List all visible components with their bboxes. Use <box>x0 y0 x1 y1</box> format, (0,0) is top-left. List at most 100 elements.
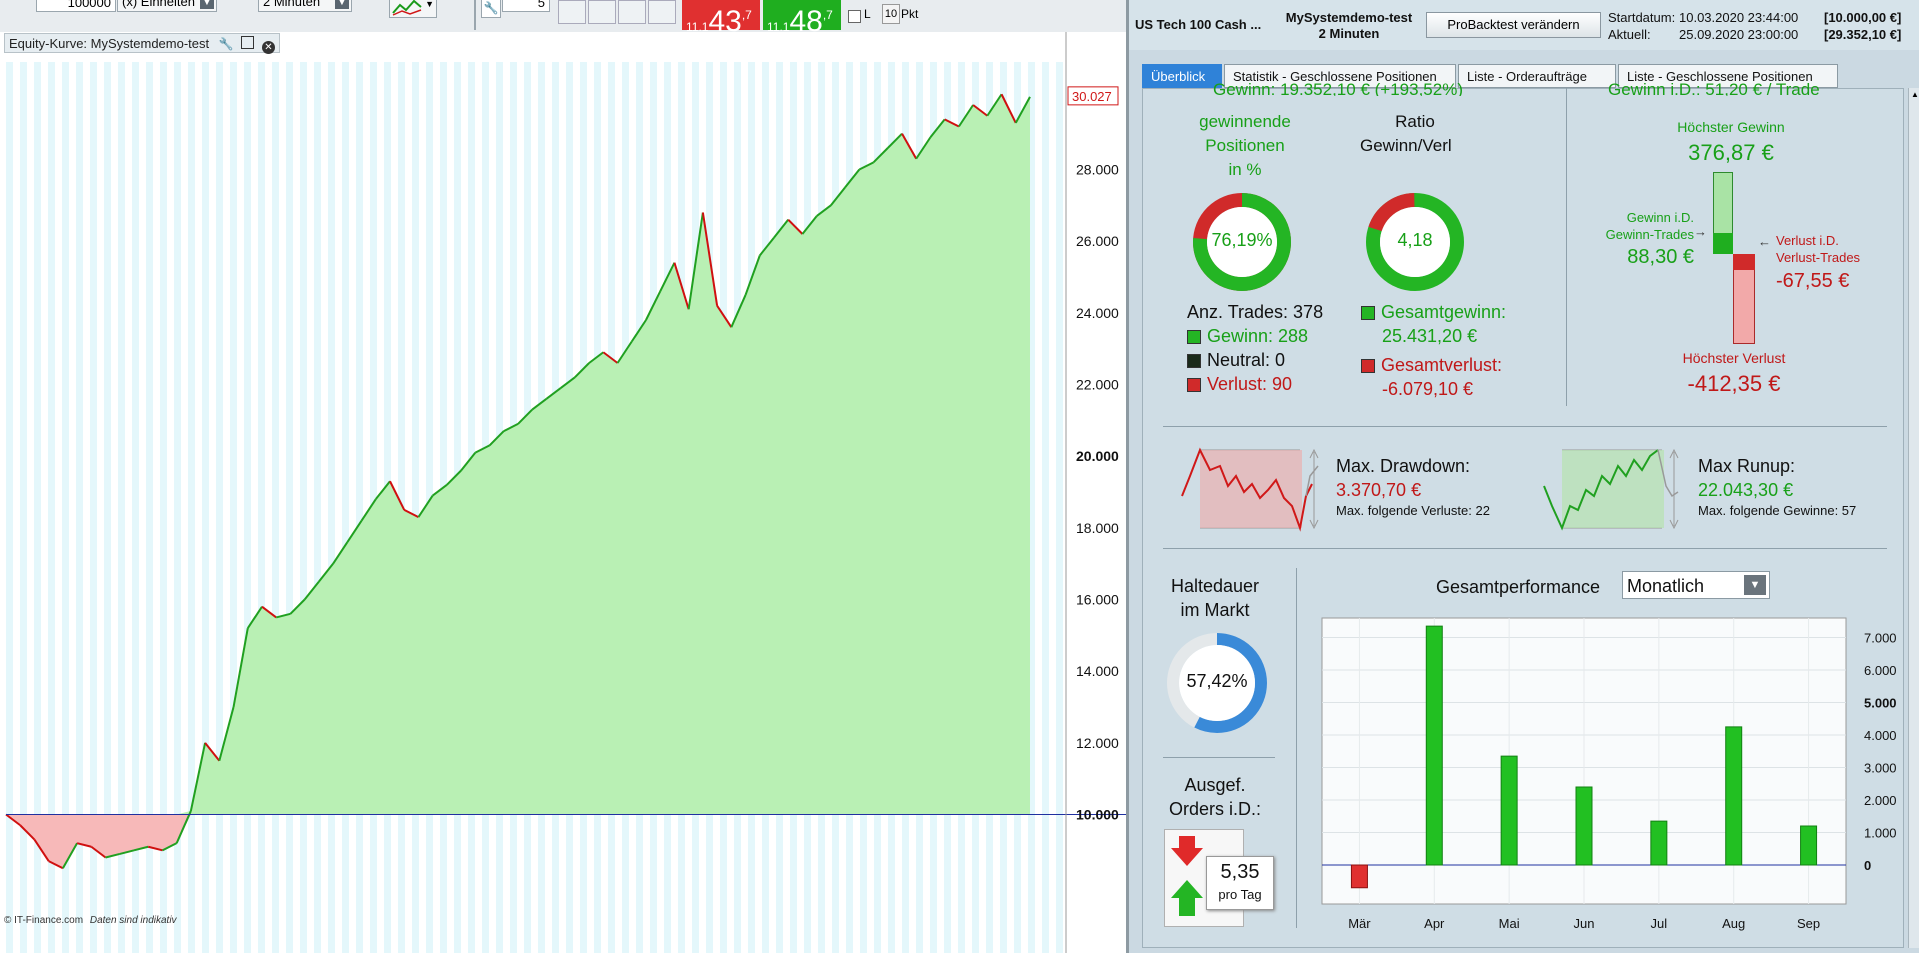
equity-segment <box>360 498 377 522</box>
orders-document-icon <box>1164 829 1244 927</box>
backtest-header: US Tech 100 Cash ... MySystemdemo-test 2… <box>1129 0 1919 50</box>
bid-price-button[interactable]: 11.143,7 <box>682 0 760 37</box>
perf-bar[interactable] <box>1800 825 1818 866</box>
timeframe-label: 2 Minuten <box>263 0 321 9</box>
detach-icon[interactable] <box>241 36 255 49</box>
pkt-input[interactable]: 10 <box>882 4 900 24</box>
chart-stripe <box>188 62 195 953</box>
perf-bar[interactable] <box>1500 755 1518 866</box>
trades-count: Anz. Trades: 378 <box>1187 302 1324 322</box>
chart-stripe <box>48 62 55 953</box>
top-toolbar: 100000 (x) Einheiten ▼ 2 Minuten ▼ ▼ 🔧 5… <box>0 0 1128 37</box>
bid-big: 43 <box>708 5 742 38</box>
green-square-icon <box>1361 306 1375 320</box>
chart-stripe <box>104 62 111 953</box>
hold-title-2: im Markt <box>1180 600 1250 620</box>
avg-loss-label-2: Verlust-Trades <box>1776 250 1861 265</box>
current-amount: [29.352,10 €] <box>1824 27 1902 42</box>
equity-segment <box>33 839 50 862</box>
equity-segment <box>716 305 733 328</box>
hold-donut <box>1167 633 1267 733</box>
modify-backtest-button[interactable]: ProBacktest verändern <box>1426 12 1601 38</box>
wins-label: Gewinn: 288 <box>1207 326 1309 346</box>
vertical-scrollbar[interactable]: ▲ <box>1908 88 1919 948</box>
chart-title: Equity-Kurve: MySystemdemo-test <box>9 36 210 51</box>
wrench-icon[interactable]: 🔧 <box>218 37 234 51</box>
ratio-title-1: Ratio <box>1395 112 1435 131</box>
hold-title-1: Haltedauer <box>1170 576 1260 596</box>
start-amount: [10.000,00 €] <box>1824 10 1902 25</box>
chart-stripe <box>76 62 83 953</box>
section-divider <box>1296 568 1297 928</box>
l-checkbox[interactable] <box>848 10 861 23</box>
equity-segment <box>346 520 363 543</box>
equity-segment <box>318 563 334 583</box>
equity-segment <box>204 742 221 762</box>
close-icon[interactable]: ✕ <box>261 41 275 54</box>
scroll-up-icon[interactable]: ▲ <box>1911 90 1919 99</box>
units-dropdown[interactable]: (x) Einheiten ▼ <box>117 0 217 12</box>
timeframe-dropdown[interactable]: 2 Minuten ▼ <box>258 0 352 12</box>
perf-y-tick-label: 2.000 <box>1864 793 1896 808</box>
panel-splitter[interactable] <box>1126 0 1129 953</box>
equity-segment <box>374 480 391 500</box>
equity-segment <box>246 606 263 629</box>
runup-sub: Max. folgende Gewinne: 57 <box>1698 503 1857 518</box>
perf-bar[interactable] <box>1575 786 1593 866</box>
equity-segment <box>488 430 505 447</box>
perf-bar[interactable] <box>1725 726 1743 866</box>
current-label: Aktuell: <box>1608 27 1651 42</box>
buy-limit-icon[interactable] <box>558 0 586 24</box>
tab-orders[interactable]: Liste - Orderaufträge <box>1458 64 1616 88</box>
avg-loss-value: -67,55 € <box>1776 270 1850 292</box>
ask-price-button[interactable]: 11.148,7 <box>763 0 841 37</box>
chart-stripe <box>300 62 307 953</box>
chart-stripe <box>174 62 181 953</box>
equity-segment <box>773 219 790 239</box>
y-tick-label: 20.000 <box>1076 448 1119 464</box>
sell-stop-icon[interactable] <box>648 0 676 24</box>
perf-y-tick-label: 0 <box>1864 858 1871 873</box>
spin-input[interactable]: 5 <box>502 0 550 12</box>
sell-limit-icon[interactable] <box>588 0 616 24</box>
instrument-name: US Tech 100 Cash ... <box>1135 17 1262 32</box>
perf-period-select[interactable]: Monatlich ▼ <box>1622 571 1770 599</box>
perf-y-tick-label: 5.000 <box>1864 696 1896 711</box>
equity-segment <box>5 813 21 827</box>
equity-segment <box>1000 93 1017 124</box>
total-gain-value: 25.431,20 € <box>1382 326 1478 346</box>
perf-y-tick-label: 4.000 <box>1864 728 1896 743</box>
equity-chart[interactable]: 28.000 26.000 24.000 22.000 20.000 18.000 16.0… <box>0 32 1126 953</box>
section-divider <box>1163 548 1887 549</box>
y-tick-label: 10.000 <box>1076 807 1119 823</box>
chart-stripe <box>412 62 419 953</box>
chart-type-dropdown[interactable]: ▼ <box>389 0 437 18</box>
runup-mini-chart <box>1543 448 1679 531</box>
losses-count: Verlust: 90 <box>1187 374 1292 395</box>
chevron-down-icon: ▼ <box>425 0 434 9</box>
wrench-icon[interactable]: 🔧 <box>481 0 501 18</box>
chart-stripe <box>202 62 209 953</box>
runup-value: 22.043,30 € <box>1698 480 1794 500</box>
perf-bar[interactable] <box>1650 820 1668 866</box>
tab-statistics[interactable]: Statistik - Geschlossene Positionen <box>1224 64 1456 88</box>
ratio-value: 4,18 <box>1397 230 1433 250</box>
quantity-input[interactable]: 100000 <box>36 0 116 12</box>
win-pct-value: 76,19% <box>1211 230 1273 250</box>
buy-stop-icon[interactable] <box>618 0 646 24</box>
chevron-down-icon: ▼ <box>335 0 349 9</box>
neutral-count: Neutral: 0 <box>1187 350 1285 371</box>
max-gain-label: Höchster Gewinn <box>1677 119 1785 135</box>
equity-segment <box>673 262 690 310</box>
tab-closed-positions[interactable]: Liste - Geschlossene Positionen <box>1618 64 1838 88</box>
orders-unit: pro Tag <box>1218 887 1262 902</box>
equity-segment <box>545 387 562 400</box>
chart-stripe <box>6 62 13 953</box>
bid-prefix: 11.1 <box>686 20 709 34</box>
perf-bar[interactable] <box>1350 864 1368 889</box>
perf-x-tick-label: Apr <box>1424 916 1445 931</box>
equity-segment <box>1014 96 1031 124</box>
perf-bar[interactable] <box>1425 625 1443 866</box>
tab-overview[interactable]: Überblick <box>1142 64 1222 88</box>
equity-segment <box>958 104 974 128</box>
